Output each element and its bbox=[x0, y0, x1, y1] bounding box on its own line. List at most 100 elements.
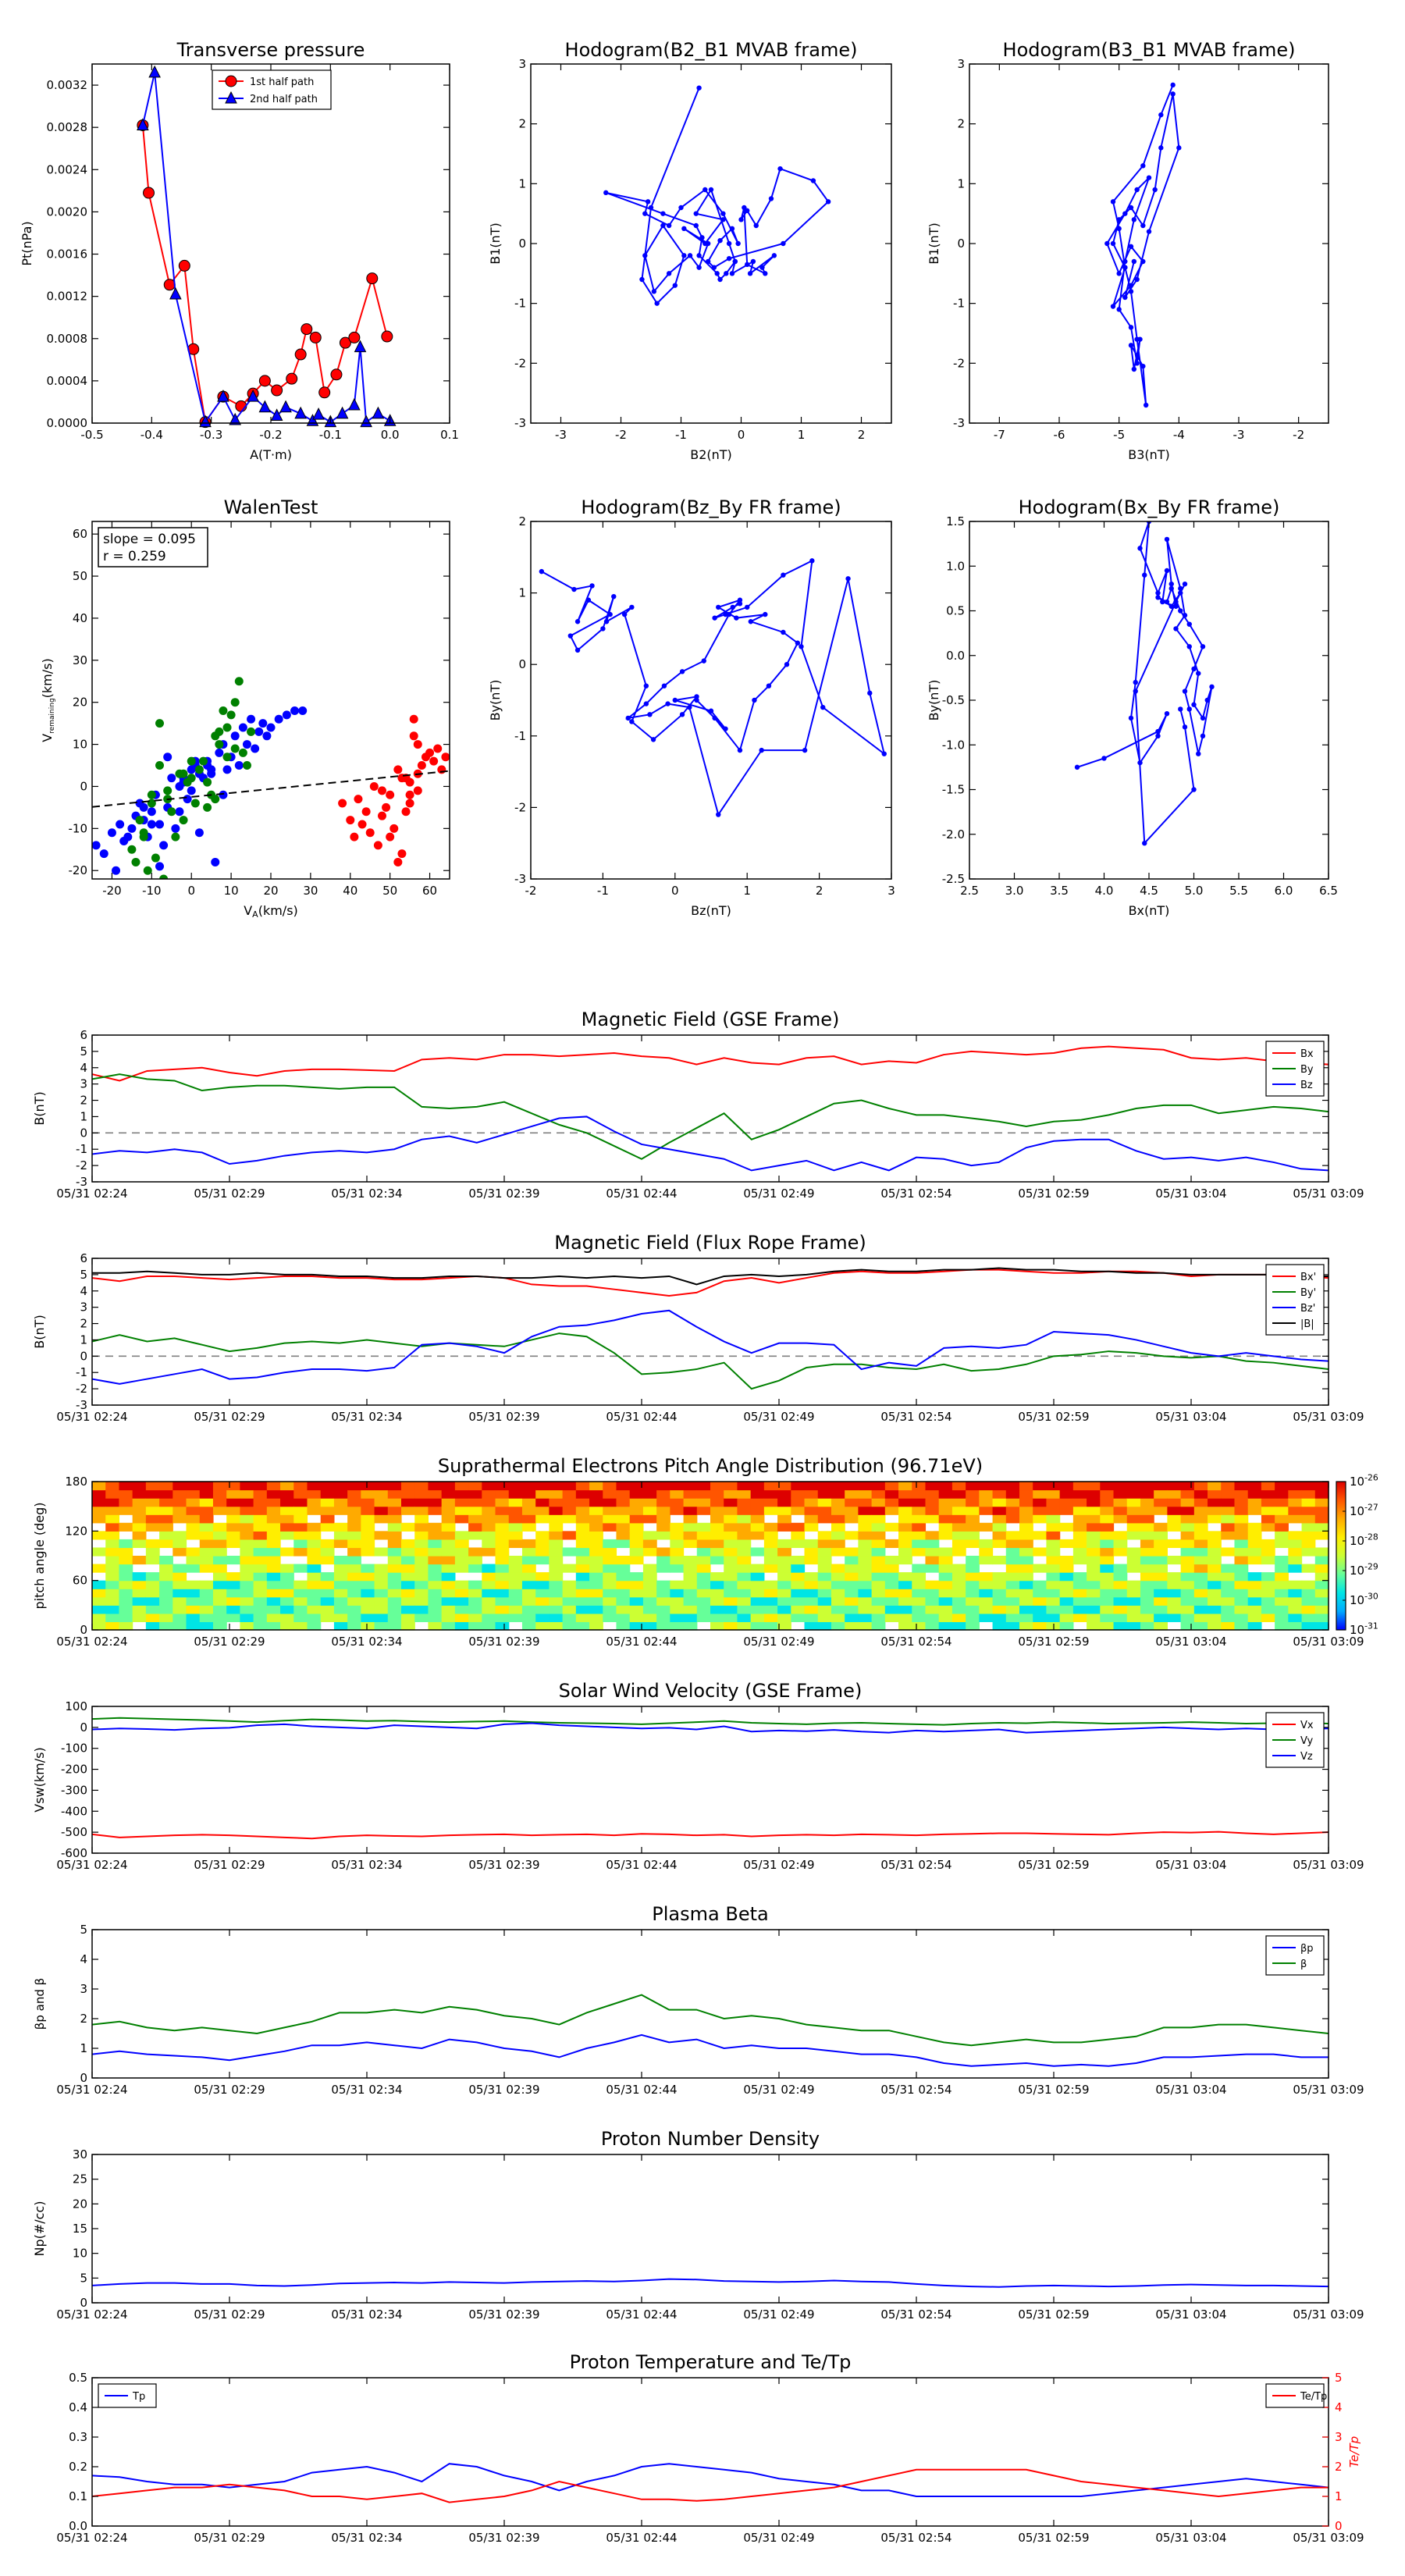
heatmap-cell bbox=[1288, 1482, 1303, 1491]
heatmap-cell bbox=[898, 1547, 912, 1557]
time-tick-label: 05/31 02:29 bbox=[194, 1858, 265, 1872]
heatmap-cell bbox=[92, 1547, 106, 1557]
heatmap-cell bbox=[670, 1621, 685, 1631]
heatmap-cell bbox=[212, 1539, 227, 1549]
heatmap-cell bbox=[1019, 1489, 1033, 1499]
heatmap-cell bbox=[92, 1613, 106, 1623]
heatmap-cell bbox=[589, 1589, 603, 1598]
heatmap-cell bbox=[1126, 1498, 1141, 1507]
x-axis-label: Bx(nT) bbox=[1129, 903, 1170, 918]
heatmap-cell bbox=[387, 1522, 402, 1532]
heatmap-cell bbox=[1100, 1580, 1115, 1589]
heatmap-cell bbox=[1167, 1613, 1182, 1623]
scatter-point bbox=[369, 781, 379, 791]
heatmap-cell bbox=[562, 1498, 577, 1507]
heatmap-cell bbox=[105, 1605, 120, 1614]
x-tick-label: 2 bbox=[858, 428, 866, 442]
x-axis-label: Bz(nT) bbox=[691, 903, 731, 918]
x-tick-label: -4 bbox=[1173, 428, 1185, 442]
heatmap-cell bbox=[656, 1531, 670, 1540]
heatmap-cell bbox=[293, 1506, 308, 1515]
hodogram-point bbox=[571, 586, 577, 592]
heatmap-cell bbox=[1059, 1489, 1074, 1499]
series-line-Te/Tp bbox=[92, 2468, 1329, 2503]
scatter-point bbox=[139, 802, 148, 812]
heatmap-cell bbox=[1193, 1514, 1208, 1524]
heatmap-cell bbox=[831, 1489, 845, 1499]
heatmap-cell bbox=[858, 1572, 873, 1582]
heatmap-cell bbox=[979, 1506, 994, 1515]
marker-triangle bbox=[270, 408, 283, 422]
heatmap-cell bbox=[575, 1539, 590, 1549]
heatmap-cell bbox=[938, 1580, 953, 1589]
y-right-tick-label: 5 bbox=[1335, 2371, 1343, 2385]
heatmap-cell bbox=[616, 1514, 631, 1524]
heatmap-cell bbox=[1072, 1506, 1087, 1515]
heatmap-cell bbox=[1087, 1514, 1101, 1524]
heatmap-cell bbox=[1113, 1572, 1128, 1582]
heatmap-cell bbox=[92, 1596, 106, 1606]
heatmap-cell bbox=[1140, 1482, 1154, 1491]
hodogram-point bbox=[799, 644, 804, 649]
heatmap-cell bbox=[898, 1580, 912, 1589]
heatmap-cell bbox=[145, 1556, 160, 1565]
series-line-|B| bbox=[92, 1267, 1329, 1286]
heatmap-cell bbox=[387, 1498, 402, 1507]
heatmap-cell bbox=[1100, 1522, 1115, 1532]
heatmap-cell bbox=[656, 1605, 670, 1614]
heatmap-cell bbox=[253, 1489, 268, 1499]
series-line-By bbox=[92, 1073, 1329, 1160]
y-tick-label: 0 bbox=[80, 1126, 87, 1140]
heatmap-cell bbox=[912, 1482, 927, 1491]
scatter-point bbox=[187, 786, 196, 795]
hodogram-point bbox=[1128, 205, 1134, 211]
heatmap-cell bbox=[361, 1514, 375, 1524]
marker-circle bbox=[318, 386, 331, 399]
heatmap-cell bbox=[226, 1580, 240, 1589]
heatmap-cell bbox=[320, 1613, 335, 1623]
heatmap-cell bbox=[1261, 1539, 1275, 1549]
heatmap-cell bbox=[186, 1522, 201, 1532]
scatter-point bbox=[397, 849, 407, 859]
heatmap-cell bbox=[159, 1489, 173, 1499]
heatmap-cell bbox=[347, 1522, 361, 1532]
heatmap-cell bbox=[508, 1572, 523, 1582]
heatmap-cell bbox=[1140, 1489, 1154, 1499]
heatmap-cell bbox=[1126, 1621, 1141, 1631]
heatmap-cell bbox=[320, 1482, 335, 1491]
time-tick-label: 05/31 03:04 bbox=[1155, 2307, 1226, 2322]
heatmap-cell bbox=[1234, 1522, 1249, 1532]
x-tick-label: -10 bbox=[142, 884, 162, 898]
heatmap-cell bbox=[951, 1489, 966, 1499]
heatmap-cell bbox=[468, 1514, 482, 1524]
legend-label: Bz bbox=[1300, 1080, 1313, 1091]
hodogram-point bbox=[1122, 294, 1128, 301]
heatmap-cell bbox=[145, 1596, 160, 1606]
heatmap-cell bbox=[454, 1498, 469, 1507]
heatmap-cell bbox=[670, 1498, 685, 1507]
heatmap-cell bbox=[482, 1547, 496, 1557]
hodogram-point bbox=[705, 258, 711, 265]
heatmap-cell bbox=[898, 1482, 912, 1491]
heatmap-cell bbox=[253, 1522, 268, 1532]
x-tick-label: -6 bbox=[1054, 428, 1065, 442]
heatmap-cell bbox=[508, 1506, 523, 1515]
legend-label: βp bbox=[1300, 1943, 1314, 1955]
heatmap-cell bbox=[280, 1564, 294, 1573]
heatmap-cell bbox=[521, 1605, 536, 1614]
heatmap-cell bbox=[831, 1514, 845, 1524]
heatmap-cell bbox=[253, 1580, 268, 1589]
heatmap-cell bbox=[119, 1547, 133, 1557]
heatmap-cell bbox=[938, 1514, 953, 1524]
heatmap-cell bbox=[1005, 1596, 1020, 1606]
heatmap-cell bbox=[266, 1506, 281, 1515]
y-tick-label: -200 bbox=[61, 1763, 87, 1777]
heatmap-cell bbox=[521, 1489, 536, 1499]
heatmap-cell bbox=[1140, 1580, 1154, 1589]
heatmap-cell bbox=[696, 1605, 711, 1614]
marker-triangle bbox=[217, 390, 229, 402]
heatmap-cell bbox=[320, 1539, 335, 1549]
heatmap-cell bbox=[656, 1556, 670, 1565]
heatmap-cell bbox=[535, 1547, 550, 1557]
heatmap-cell bbox=[804, 1498, 819, 1507]
